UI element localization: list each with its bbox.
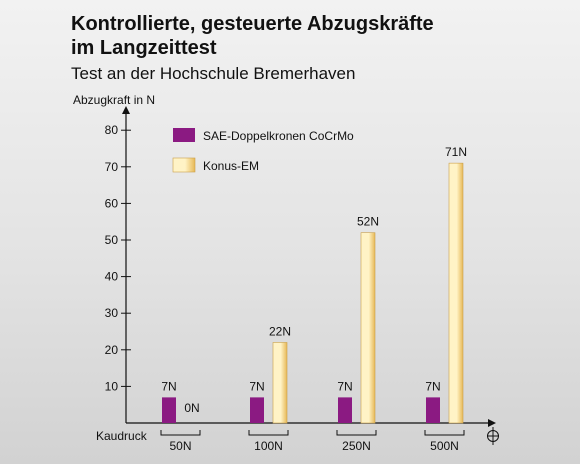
- bar-konus: [360, 232, 376, 424]
- category-bracket: [336, 430, 377, 436]
- data-label-sae: 7N: [337, 379, 352, 393]
- chart-subtitle: Test an der Hochschule Bremerhaven: [71, 64, 356, 83]
- chart-title-line-1: Kontrollierte, gesteuerte Abzugskräfte: [71, 13, 434, 35]
- y-tick-label: 40: [105, 270, 119, 284]
- x-tick-label: 250N: [342, 439, 371, 453]
- y-tick-label: 30: [105, 306, 119, 320]
- x-axis-arrow: [488, 419, 496, 427]
- bar-sae: [426, 397, 440, 423]
- x-tick-label: 100N: [254, 439, 283, 453]
- data-label-konus: 71N: [445, 145, 467, 159]
- y-tick-label: 10: [105, 379, 119, 393]
- x-tick-label: 500N: [430, 439, 459, 453]
- y-tick-label: 60: [105, 196, 119, 210]
- data-label-konus: 22N: [269, 324, 291, 338]
- y-axis-arrow: [122, 106, 130, 114]
- category-bracket: [248, 430, 289, 436]
- bar-sae: [162, 397, 176, 423]
- data-label-konus: 0N: [184, 401, 199, 415]
- legend-label-sae: SAE-Doppelkronen CoCrMo: [203, 129, 354, 143]
- bar-konus: [448, 162, 464, 424]
- legend-swatch-konus: [172, 157, 196, 173]
- y-axis-label: Abzugkraft in N: [73, 93, 155, 107]
- legend-label-konus: Konus-EM: [203, 159, 259, 173]
- data-label-sae: 7N: [425, 379, 440, 393]
- y-tick-label: 20: [105, 343, 119, 357]
- data-label-konus: 52N: [357, 215, 379, 229]
- bar-konus: [272, 342, 288, 424]
- y-tick-label: 50: [105, 233, 119, 247]
- bar-sae: [338, 397, 352, 423]
- chart-title: Kontrollierte, gesteuerte Abzugskräfte i…: [71, 12, 434, 60]
- bar-sae: [250, 397, 264, 423]
- data-label-sae: 7N: [161, 379, 176, 393]
- x-tick-label: 50N: [169, 439, 191, 453]
- y-tick-label: 70: [105, 160, 119, 174]
- y-tick-label: 80: [105, 123, 119, 137]
- category-bracket: [424, 430, 465, 436]
- category-bracket: [160, 430, 201, 436]
- x-axis-label: Kaudruck: [96, 429, 148, 443]
- data-label-sae: 7N: [249, 379, 264, 393]
- legend-swatch-sae: [173, 128, 195, 142]
- chart-title-line-2: im Langzeittest: [71, 37, 217, 59]
